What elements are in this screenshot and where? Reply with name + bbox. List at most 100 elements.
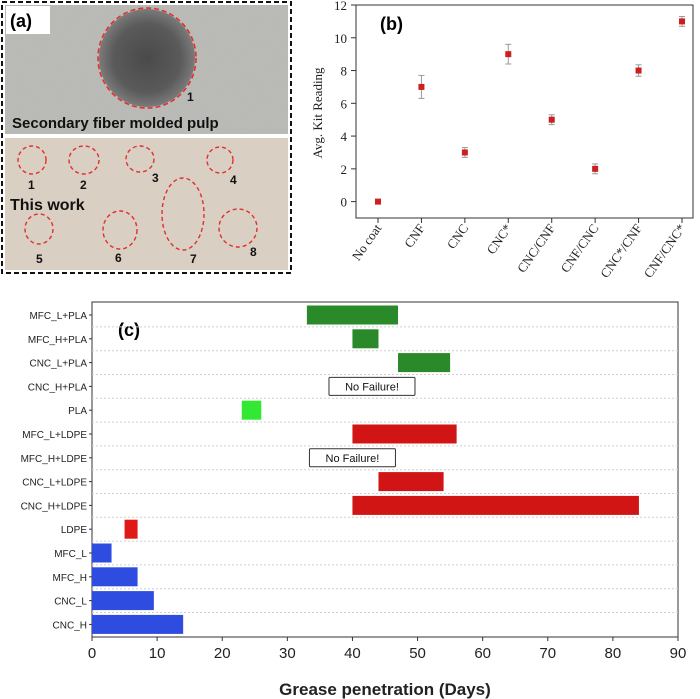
chart-b-x-ticks: No coat CNF CNC CNC* CNC/CNF CNF/CNCCNC*/CNFC…	[349, 218, 689, 281]
x-tick-label: No coat	[349, 221, 385, 263]
chart-c-gridlines	[92, 326, 678, 613]
penetration-bar	[306, 305, 399, 325]
data-point	[375, 198, 381, 205]
chart-c-x-ticks: 0 10 20 30 40 50 60 70 80 90	[88, 637, 687, 662]
spot-7	[161, 177, 205, 251]
bottom-caption: This work	[10, 197, 85, 214]
x-tick-label: CNC*	[483, 221, 514, 257]
label-a-box	[6, 6, 50, 34]
chart-c-y-labels: MFC_L+PLA MFC_H+PLA CNC_L+PLA CNC_H+PLA PLA M…	[21, 311, 92, 631]
penetration-bar	[92, 591, 154, 611]
x-tick-label: 40	[344, 645, 361, 662]
spot-5	[24, 213, 54, 245]
x-tick-label: 80	[605, 645, 622, 662]
data-point	[505, 51, 512, 58]
this-work-photo	[5, 138, 288, 270]
spot-number: 6	[115, 251, 122, 265]
category-label: LDPE	[61, 525, 87, 536]
category-label: MFC_H	[53, 573, 87, 584]
spot-number: 3	[152, 171, 159, 185]
penetration-bar	[378, 472, 444, 492]
category-label: CNC_L+LDPE	[22, 478, 87, 489]
chart-c-xlabel: Grease penetration (Days)	[279, 680, 491, 699]
x-tick-label: 20	[214, 645, 231, 662]
panel-b-label: (b)	[380, 14, 403, 34]
penetration-bar	[241, 400, 262, 420]
x-tick-label: CNC*/CNF	[597, 221, 645, 281]
category-label: CNC_H+LDPE	[21, 501, 88, 512]
penetration-bar	[124, 519, 138, 539]
spot-numbers: 1 2 3 4 5 6 7 8	[28, 171, 257, 266]
chart-b-points	[375, 15, 685, 205]
spot-3	[125, 145, 155, 173]
x-tick-label: CNF/CNC	[557, 221, 601, 275]
penetration-bar	[398, 353, 451, 373]
x-tick-label: 30	[279, 645, 296, 662]
spot-number: 2	[80, 178, 87, 192]
panel-a: 1 Secondary fiber molded pulp (a) 1 2 3 …	[1, 1, 292, 274]
category-label: MFC_L	[54, 549, 87, 560]
x-tick-label: 70	[539, 645, 556, 662]
category-label: MFC_L+LDPE	[22, 430, 87, 441]
category-label: PLA	[68, 406, 87, 417]
y-tick-label: 4	[341, 129, 348, 144]
category-label: CNC_H	[53, 620, 87, 631]
spot-number: 8	[250, 245, 257, 259]
data-point	[679, 18, 685, 25]
category-label: CNC_H+PLA	[28, 382, 88, 393]
x-tick-label: CNC/CNF	[514, 221, 558, 275]
spot-4	[206, 146, 234, 174]
spot-number: 5	[36, 252, 43, 266]
data-point	[418, 83, 425, 90]
x-tick-label: 0	[88, 645, 96, 662]
annotation-text: No Failure!	[326, 453, 380, 465]
y-tick-label: 8	[341, 64, 348, 79]
annotation-box	[308, 448, 396, 468]
category-label: CNC_L	[54, 597, 87, 608]
annotation-box	[328, 376, 416, 396]
spot-6	[102, 210, 138, 250]
chart-b-y-ticks: 0 2 4 6 8 10 12	[334, 0, 356, 210]
penetration-bar	[352, 495, 639, 515]
penetration-bar	[352, 329, 379, 349]
x-tick-label: 50	[409, 645, 426, 662]
spot-8	[218, 208, 258, 248]
data-point	[461, 149, 468, 156]
x-tick-label: CNC	[444, 221, 472, 252]
chart-c-annotations: No Failure! No Failure!	[308, 376, 416, 468]
top-marker: 1	[187, 90, 194, 104]
penetration-bar	[92, 543, 112, 563]
penetration-bar	[92, 614, 184, 634]
data-point	[548, 116, 555, 123]
top-caption: Secondary fiber molded pulp	[12, 115, 219, 132]
category-label: MFC_L+PLA	[29, 311, 87, 322]
penetration-bar	[92, 567, 138, 587]
y-tick-label: 2	[341, 162, 348, 177]
y-tick-label: 12	[334, 0, 347, 13]
y-tick-label: 6	[341, 96, 348, 111]
x-tick-label: 10	[149, 645, 166, 662]
grease-stain	[99, 9, 195, 107]
x-tick-label: CNF/CNC*	[641, 221, 689, 281]
stain-outline	[97, 7, 197, 109]
x-tick-label: CNF	[401, 221, 428, 250]
spot-number: 1	[28, 178, 35, 192]
spot-number: 7	[190, 252, 197, 266]
spot-number: 4	[230, 173, 237, 187]
x-tick-label: 90	[670, 645, 687, 662]
test-spot-outlines	[17, 145, 258, 251]
spot-2	[68, 145, 100, 175]
category-label: MFC_H+LDPE	[21, 454, 88, 465]
kit-reading-chart: (b) Avg. Kit Reading 0 2 4 6 8 10 12 No coat CN…	[310, 0, 694, 281]
panel-c-label: (c)	[118, 320, 140, 340]
category-label: CNC_L+PLA	[29, 359, 87, 370]
data-point	[635, 67, 642, 74]
chart-c-bars	[92, 305, 639, 634]
y-tick-label: 0	[341, 195, 348, 210]
chart-b-ylabel: Avg. Kit Reading	[310, 67, 325, 159]
x-tick-label: 60	[474, 645, 491, 662]
panel-a-label: (a)	[10, 11, 32, 31]
category-label: MFC_H+PLA	[28, 335, 88, 346]
grease-penetration-chart: (c) MFC_L+PLA MFC_H+PLA CNC_L+PLA CNC_H+PLA…	[21, 301, 687, 699]
